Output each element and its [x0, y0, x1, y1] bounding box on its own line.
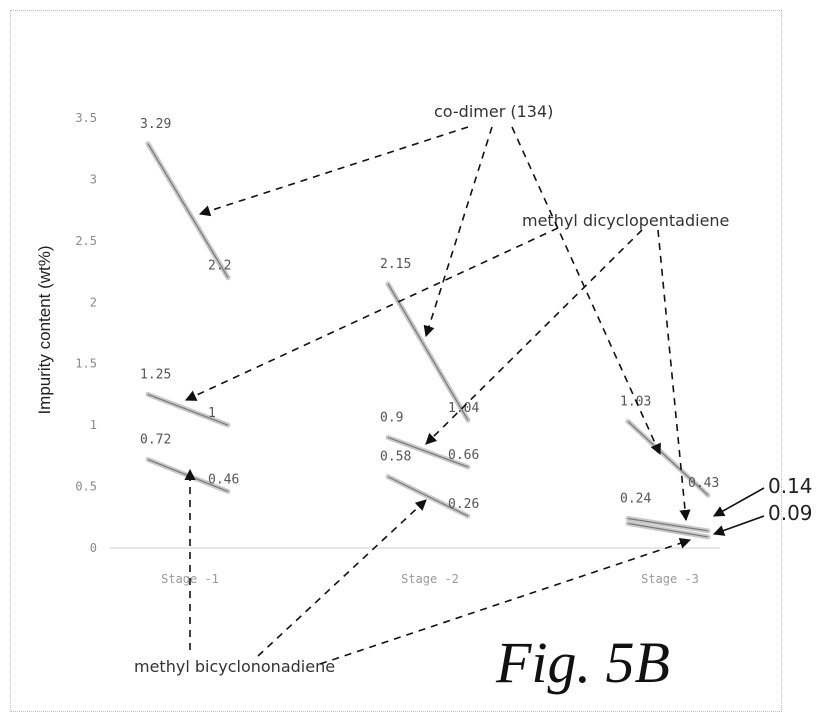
y-tick-label: 3.5	[75, 111, 97, 125]
y-tick-label: 0	[90, 541, 97, 555]
annotation-arrow	[186, 228, 558, 400]
y-tick-label: 1.5	[75, 357, 97, 371]
y-axis-label: Impurity content (wt%)	[35, 245, 54, 414]
data-label-end: 2.2	[208, 259, 231, 274]
annotation-arrow	[200, 127, 468, 214]
x-tick-label: Stage -3	[641, 572, 699, 586]
annotation-arrow	[714, 516, 764, 534]
co-dimer-annotation: co-dimer (134)	[434, 102, 553, 121]
mbcnd-annotation: methyl bicyclononadiene	[134, 657, 335, 676]
y-tick-label: 1	[90, 418, 97, 432]
data-label-start: 3.29	[140, 117, 171, 132]
data-label-start: 1.25	[140, 367, 171, 382]
x-tick-label: Stage -2	[401, 572, 459, 586]
data-label-start: 0.24	[620, 492, 651, 507]
data-label-end: 0.43	[688, 476, 719, 491]
y-tick-label: 0.5	[75, 480, 97, 494]
data-label-end: 1	[208, 406, 216, 421]
annotation-arrow	[512, 127, 660, 454]
figure-label: Fig. 5B	[495, 630, 670, 695]
segment-line	[148, 144, 228, 278]
annotation-arrow	[658, 230, 686, 520]
data-label-start: 2.15	[380, 257, 411, 272]
callout-value-2: 0.09	[768, 501, 813, 525]
mdcpd-annotation: methyl dicyclopentadiene	[522, 211, 729, 230]
callout-value-1: 0.14	[768, 474, 813, 498]
y-ticks: 0 0.5 1 1.5 2 2.5 3 3.5	[75, 111, 97, 555]
annotation-arrow	[714, 488, 764, 516]
data-label-end: 0.66	[448, 448, 479, 463]
segment-line	[388, 284, 468, 420]
y-tick-label: 3	[90, 172, 97, 186]
data-label-end: 0.46	[208, 472, 239, 487]
data-label-start: 0.9	[380, 410, 403, 425]
data-label-end: 0.26	[448, 497, 479, 512]
data-label-start: 0.58	[380, 450, 411, 465]
annotation-arrow	[426, 127, 492, 336]
y-tick-label: 2	[90, 295, 97, 309]
x-ticks: Stage -1Stage -2Stage -3	[161, 572, 699, 586]
data-label-start: 0.72	[140, 433, 171, 448]
y-tick-label: 2.5	[75, 234, 97, 248]
data-label-end: 1.04	[448, 401, 479, 416]
